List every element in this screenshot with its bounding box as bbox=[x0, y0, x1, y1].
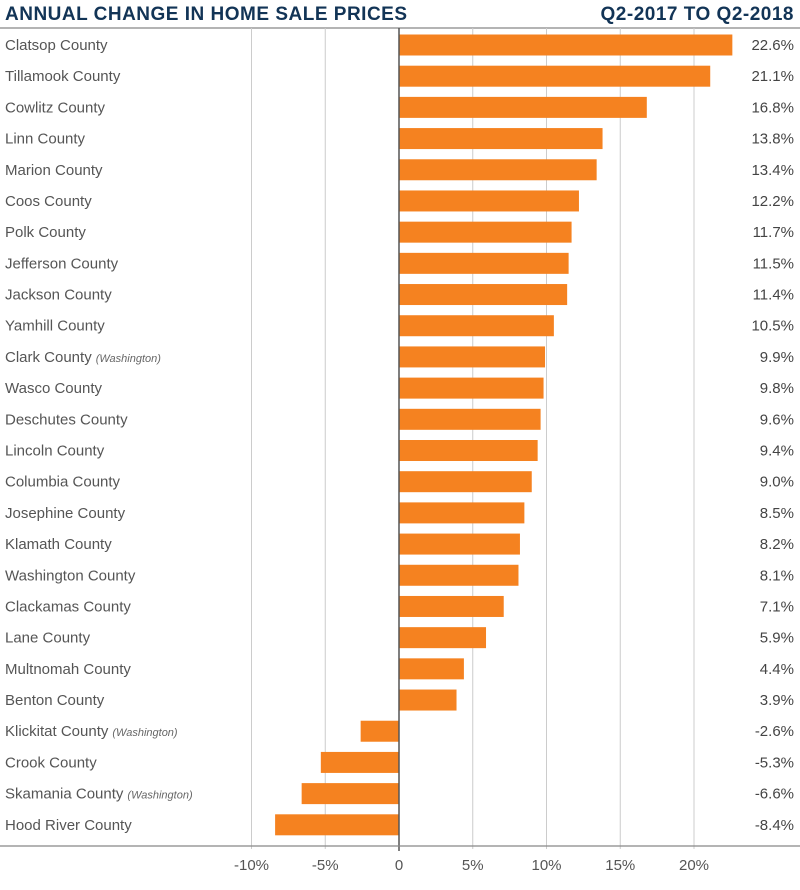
value-label: 13.4% bbox=[751, 162, 794, 179]
bars bbox=[275, 34, 733, 836]
bar bbox=[399, 627, 487, 649]
category-label: Wasco County bbox=[5, 380, 102, 397]
x-tick-label: 20% bbox=[679, 857, 709, 874]
value-label: 9.0% bbox=[760, 474, 794, 491]
category-label: Klamath County bbox=[5, 536, 112, 553]
value-label: 13.8% bbox=[751, 131, 794, 148]
bar bbox=[399, 440, 538, 461]
value-label: 11.4% bbox=[753, 287, 794, 304]
value-label: 7.1% bbox=[760, 598, 794, 615]
bar bbox=[399, 564, 519, 586]
value-label: 5.9% bbox=[760, 630, 794, 647]
bar bbox=[399, 34, 733, 56]
bar bbox=[399, 190, 579, 212]
value-label: 4.4% bbox=[760, 661, 794, 678]
value-label: 22.6% bbox=[751, 37, 794, 54]
value-label: 8.1% bbox=[760, 567, 794, 584]
x-tick-label: -5% bbox=[312, 857, 339, 874]
bar bbox=[399, 65, 711, 87]
value-label: -2.6% bbox=[755, 723, 794, 740]
value-label: 8.5% bbox=[760, 505, 794, 522]
bar bbox=[399, 284, 568, 306]
bar bbox=[399, 533, 520, 555]
bar bbox=[399, 159, 597, 181]
x-tick-label: 15% bbox=[605, 857, 635, 874]
bar bbox=[360, 720, 399, 742]
category-label: Multnomah County bbox=[5, 661, 131, 678]
category-label: Linn County bbox=[5, 131, 86, 148]
category-labels: Clatsop County Tillamook County Cowlitz Co… bbox=[5, 37, 193, 834]
bar bbox=[399, 658, 464, 680]
chart-subtitle: Q2-2017 TO Q2-2018 bbox=[600, 4, 794, 25]
value-label: 8.2% bbox=[760, 536, 794, 553]
category-label: Cowlitz County bbox=[5, 99, 106, 116]
bar bbox=[399, 689, 457, 711]
bar bbox=[399, 252, 569, 274]
category-label: Lincoln County bbox=[5, 443, 105, 460]
value-labels: 22.6% 21.1% 16.8% 13.8% 13.4% 12.2% 11.7% 11.5%… bbox=[751, 37, 794, 834]
category-label: Josephine County bbox=[5, 505, 126, 522]
category-label: Clackamas County bbox=[5, 598, 131, 615]
category-label: Tillamook County bbox=[5, 68, 121, 85]
category-label: Crook County bbox=[5, 754, 97, 771]
category-label: Yamhill County bbox=[5, 318, 105, 335]
bar bbox=[399, 96, 647, 118]
value-label: 9.6% bbox=[760, 411, 794, 428]
x-tick-label: -10% bbox=[234, 857, 269, 874]
x-tick-label: 10% bbox=[531, 857, 561, 874]
bar bbox=[399, 502, 525, 524]
category-label: Deschutes County bbox=[5, 411, 128, 428]
value-label: -8.4% bbox=[755, 817, 794, 834]
value-label: 21.1% bbox=[751, 68, 794, 85]
value-label: -5.3% bbox=[755, 754, 794, 771]
value-label: 9.9% bbox=[760, 349, 794, 366]
category-label: Klickitat County (Washington) bbox=[5, 723, 178, 740]
category-label: Jefferson County bbox=[5, 255, 119, 272]
category-label: Clatsop County bbox=[5, 37, 108, 54]
category-label: Coos County bbox=[5, 193, 92, 210]
value-label: 11.5% bbox=[753, 255, 794, 272]
bar bbox=[399, 377, 544, 399]
bar bbox=[320, 751, 399, 773]
category-label: Marion County bbox=[5, 162, 103, 179]
value-label: -6.6% bbox=[755, 786, 794, 803]
bar bbox=[399, 595, 504, 617]
bar bbox=[399, 221, 572, 243]
x-tick-label: 5% bbox=[462, 857, 484, 874]
value-label: 11.7% bbox=[753, 224, 794, 241]
gridlines bbox=[0, 27, 800, 849]
bar bbox=[399, 128, 603, 150]
category-label: Benton County bbox=[5, 692, 105, 709]
value-label: 12.2% bbox=[751, 193, 794, 210]
bar bbox=[301, 783, 399, 805]
bar bbox=[399, 346, 546, 368]
category-label: Polk County bbox=[5, 224, 86, 241]
category-label: Lane County bbox=[5, 630, 91, 647]
value-label: 3.9% bbox=[760, 692, 794, 709]
x-tick-label: 0 bbox=[395, 857, 403, 874]
bar bbox=[399, 408, 541, 430]
value-label: 10.5% bbox=[751, 318, 794, 335]
category-label: Clark County (Washington) bbox=[5, 349, 161, 366]
category-label: Hood River County bbox=[5, 817, 132, 834]
value-label: 16.8% bbox=[751, 99, 794, 116]
category-label: Washington County bbox=[5, 567, 136, 584]
bar bbox=[399, 315, 554, 337]
value-label: 9.8% bbox=[760, 380, 794, 397]
bar bbox=[399, 471, 532, 493]
category-label: Skamania County (Washington) bbox=[5, 786, 193, 803]
bar bbox=[275, 814, 399, 836]
chart-title: ANNUAL CHANGE IN HOME SALE PRICES bbox=[5, 4, 408, 25]
x-axis: -10% -5% 0 5% 10% 15% 20% bbox=[0, 28, 800, 874]
category-label: Jackson County bbox=[5, 287, 112, 304]
value-label: 9.4% bbox=[760, 443, 794, 460]
category-label: Columbia County bbox=[5, 474, 121, 491]
